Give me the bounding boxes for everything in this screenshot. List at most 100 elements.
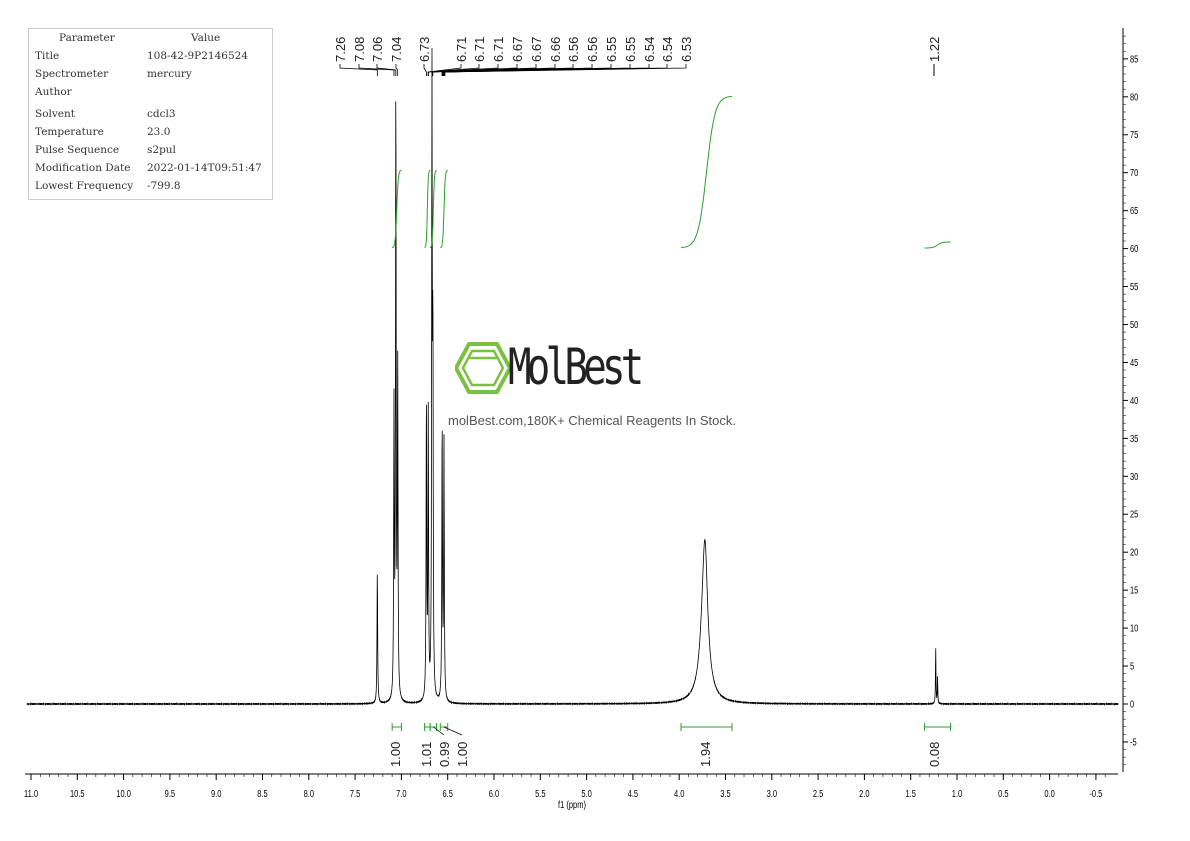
integral-value: 1.00	[388, 742, 403, 767]
parameter-name: Modification Date	[35, 162, 131, 174]
parameter-name: Spectrometer	[35, 68, 109, 80]
parameter-name: Solvent	[35, 108, 76, 120]
integral-value: 1.94	[698, 742, 713, 767]
x-axis-label: f1 (ppm)	[558, 799, 586, 810]
peak-label: 6.56	[566, 37, 581, 62]
spectrum-line	[26, 48, 1119, 707]
parameter-row: Temperature 23.0	[35, 126, 170, 138]
x-tick-label: 5.0	[581, 788, 591, 799]
parameter-value: Value	[191, 32, 221, 44]
parameter-row: Spectrometer mercury	[35, 68, 192, 80]
peak-label-leader	[376, 64, 397, 76]
peak-label-leader	[444, 64, 687, 76]
peak-label-leader	[339, 64, 378, 76]
y-tick-label: 5	[1130, 660, 1134, 671]
x-tick-label: 11.0	[24, 788, 38, 799]
integral-curve	[440, 169, 448, 249]
y-tick-label: 65	[1130, 205, 1138, 216]
integral-curve	[391, 169, 402, 249]
x-tick-label: 1.5	[905, 788, 915, 799]
parameter-value: mercury	[147, 68, 192, 80]
parameter-value: s2pul	[147, 144, 176, 156]
y-tick-label: 55	[1130, 281, 1138, 292]
y-tick-label: 70	[1130, 167, 1138, 178]
y-tick-label: 20	[1130, 547, 1138, 558]
x-tick-label: -0.5	[1089, 788, 1102, 799]
y-tick-label: 75	[1130, 129, 1138, 140]
y-tick-label: 80	[1130, 91, 1138, 102]
peak-label: 1.22	[927, 37, 942, 62]
peak-label: 7.06	[370, 37, 385, 62]
integral-curve	[429, 169, 437, 249]
integral-leader	[433, 726, 445, 736]
peak-label: 6.55	[623, 37, 638, 62]
peak-label: 6.71	[472, 37, 487, 62]
x-tick-label: 9.5	[165, 788, 175, 799]
parameter-row: Lowest Frequency -799.8	[35, 180, 181, 192]
peak-label-leader	[358, 64, 395, 76]
y-tick-label: 40	[1130, 395, 1138, 406]
parameter-value: -799.8	[147, 180, 181, 192]
parameter-row: Author	[35, 86, 147, 98]
x-tick-label: 4.5	[628, 788, 638, 799]
x-tick-label: 3.0	[767, 788, 777, 799]
x-tick-label: 0.0	[1044, 788, 1054, 799]
peak-label: 6.73	[417, 37, 432, 62]
y-tick-label: 60	[1130, 243, 1138, 254]
peak-label: 6.54	[642, 37, 657, 62]
peak-label: 6.54	[660, 37, 675, 62]
x-tick-label: 6.0	[489, 788, 499, 799]
parameter-name: Pulse Sequence	[35, 144, 120, 156]
y-tick-label: 45	[1130, 357, 1138, 368]
integral-curve	[924, 241, 951, 249]
peak-label: 6.67	[510, 37, 525, 62]
peak-label-leader	[427, 64, 499, 76]
parameter-name: Title	[35, 50, 60, 62]
parameter-name: Temperature	[35, 126, 104, 138]
y-tick-label: 0	[1130, 698, 1134, 709]
x-tick-label: 4.0	[674, 788, 684, 799]
integral-value: 0.08	[927, 742, 942, 767]
x-tick-label: 5.5	[535, 788, 545, 799]
y-tick-label: 85	[1130, 53, 1138, 64]
peak-label: 7.04	[389, 37, 404, 62]
parameter-row: Solvent cdcl3	[35, 108, 176, 120]
parameter-value: cdcl3	[147, 108, 176, 120]
peak-label-leader	[395, 64, 399, 76]
x-tick-label: 8.0	[304, 788, 314, 799]
x-tick-label: 0.5	[998, 788, 1008, 799]
y-tick-label: 50	[1130, 319, 1138, 330]
peak-label-leader	[423, 64, 427, 76]
x-tick-label: 3.5	[720, 788, 730, 799]
integral-value: 1.01	[419, 742, 434, 767]
parameter-header: Parameter Value	[35, 32, 220, 44]
peak-label: 6.66	[548, 37, 563, 62]
y-tick-label: 30	[1130, 471, 1138, 482]
parameter-name: Parameter	[59, 32, 115, 44]
parameter-name: Lowest Frequency	[35, 180, 134, 192]
integral-leader	[443, 726, 463, 736]
peak-label: 6.55	[604, 37, 619, 62]
watermark-brand: MolBest	[508, 338, 644, 396]
y-tick-label: 15	[1130, 585, 1138, 596]
peak-label: 6.53	[679, 37, 694, 62]
integral-curve	[681, 95, 733, 249]
x-tick-label: 6.5	[442, 788, 452, 799]
peak-label: 7.26	[333, 37, 348, 62]
x-tick-label: 7.0	[396, 788, 406, 799]
peak-label: 6.56	[585, 37, 600, 62]
x-tick-label: 7.5	[350, 788, 360, 799]
watermark-tagline: molBest.com,180K+ Chemical Reagents In S…	[448, 413, 736, 428]
y-tick-label: 35	[1130, 433, 1138, 444]
x-tick-label: 10.0	[116, 788, 131, 799]
integral-value: 0.99	[437, 742, 452, 767]
y-tick-label: -5	[1130, 736, 1137, 747]
peak-label: 7.08	[352, 37, 367, 62]
x-tick-label: 10.5	[70, 788, 85, 799]
x-tick-label: 1.0	[952, 788, 962, 799]
parameter-row: Pulse Sequence s2pul	[35, 144, 176, 156]
x-tick-label: 8.5	[257, 788, 267, 799]
integral-value: 1.00	[455, 742, 470, 767]
y-tick-label: 25	[1130, 509, 1138, 520]
